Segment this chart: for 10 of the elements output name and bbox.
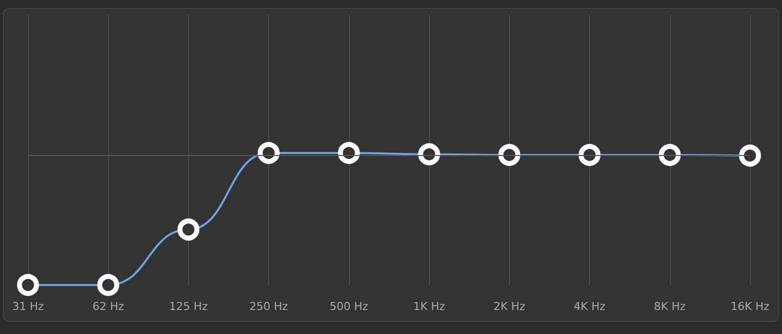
x-tick-label: 4K Hz	[574, 300, 606, 313]
x-tick-label: 16K Hz	[730, 300, 770, 313]
x-tick-label: 250 Hz	[249, 300, 288, 313]
x-tick-label: 1K Hz	[413, 300, 446, 313]
x-tick-label: 62 Hz	[92, 300, 124, 313]
x-tick-label: 125 Hz	[169, 300, 208, 313]
x-tick-label: 500 Hz	[330, 300, 368, 313]
x-tick-label: 31 Hz	[12, 300, 44, 313]
x-tick-label: 8K Hz	[654, 300, 686, 313]
x-tick-label: 2K Hz	[493, 300, 526, 313]
